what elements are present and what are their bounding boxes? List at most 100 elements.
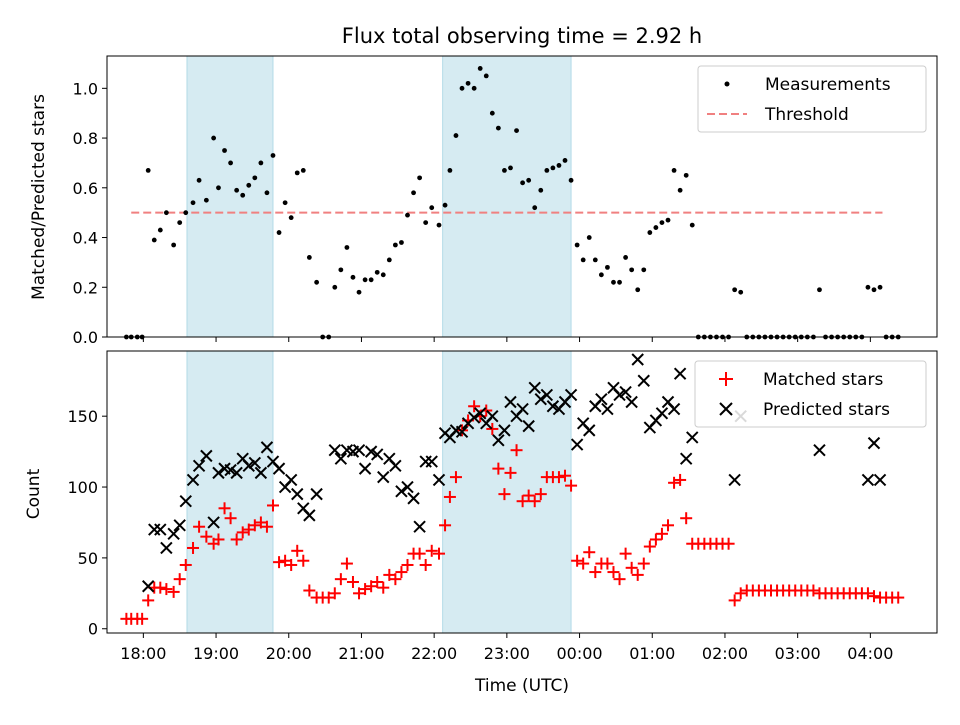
predicted-star-point xyxy=(498,424,511,437)
measurement-point xyxy=(442,202,448,208)
measurement-point xyxy=(264,190,270,196)
matched-star-point xyxy=(167,585,180,598)
measurement-point xyxy=(203,197,209,203)
measurement-point xyxy=(405,212,410,218)
matched-star-point xyxy=(254,516,267,529)
matched-star-point xyxy=(154,581,167,594)
matched-star-point xyxy=(607,566,620,579)
matched-star-point xyxy=(260,520,273,533)
predicted-star-point xyxy=(601,402,614,416)
bottom-y-ticks: 0 50 100 150 xyxy=(67,407,107,639)
measurement-point xyxy=(258,160,264,166)
predicted-star-point xyxy=(291,487,304,501)
measurement-point xyxy=(392,242,398,248)
measurement-point xyxy=(177,220,183,226)
matched-star-point xyxy=(136,612,149,625)
matched-star-point xyxy=(179,558,192,571)
matched-star-point xyxy=(236,526,249,539)
measurement-point xyxy=(495,125,501,131)
matched-star-point xyxy=(212,533,225,546)
matched-star-point xyxy=(187,541,200,554)
matched-star-point xyxy=(528,495,541,508)
measurement-point xyxy=(368,277,374,283)
measurement-point xyxy=(240,192,246,198)
predicted-star-point xyxy=(303,509,316,522)
measurement-point xyxy=(356,289,362,295)
shaded-interval xyxy=(442,55,572,338)
matched-star-point xyxy=(334,573,347,586)
matched-star-point xyxy=(577,557,590,570)
predicted-star-point xyxy=(207,516,220,529)
matched-star-point xyxy=(468,400,481,413)
matched-star-point xyxy=(583,546,596,559)
matched-star-point xyxy=(389,573,402,586)
measurement-point xyxy=(641,267,647,273)
predicted-star-point xyxy=(160,541,173,555)
top-shaded-intervals xyxy=(186,55,572,338)
measurement-point xyxy=(562,158,568,163)
x-tick-label: 22:00 xyxy=(411,644,457,663)
predicted-star-point xyxy=(224,463,237,477)
measurement-point xyxy=(538,187,544,193)
measurement-point xyxy=(659,220,665,226)
bottom-panel: Count Time (UTC) 0 50 100 150 18:00 19:00 20:… xyxy=(24,350,938,696)
matched-star-point xyxy=(734,587,747,600)
measurement-point xyxy=(234,187,240,193)
measurement-point xyxy=(196,177,202,183)
y-tick-label: 0.8 xyxy=(73,129,98,148)
measurement-point xyxy=(447,167,453,173)
matched-star-point xyxy=(516,495,529,508)
x-tick-label: 21:00 xyxy=(338,644,384,663)
measurement-point xyxy=(544,167,550,173)
measurement-point xyxy=(386,257,392,263)
predicted-star-point xyxy=(389,459,402,472)
x-tick-label: 02:00 xyxy=(702,644,748,663)
matched-star-point xyxy=(510,444,523,457)
top-y-axis-label: Matched/Predicted stars xyxy=(29,94,49,300)
measurement-point xyxy=(453,133,459,138)
matched-star-point xyxy=(395,566,408,579)
legend-threshold-label: Threshold xyxy=(764,105,849,125)
predicted-star-point xyxy=(728,473,741,487)
matched-star-point xyxy=(346,575,359,588)
shaded-interval xyxy=(186,350,274,634)
predicted-star-point xyxy=(395,485,408,498)
matched-star-point xyxy=(160,583,173,596)
matched-stars-points xyxy=(120,400,905,625)
predicted-star-point xyxy=(473,407,487,420)
measurement-point xyxy=(171,242,177,248)
predicted-star-point xyxy=(625,395,638,409)
top-legend-box xyxy=(697,65,927,133)
y-tick-label: 50 xyxy=(78,549,98,568)
predicted-star-point xyxy=(613,388,626,402)
measurement-point xyxy=(314,279,320,285)
predicted-star-point xyxy=(407,492,420,505)
measurement-point xyxy=(246,182,252,188)
matched-star-point xyxy=(267,499,279,512)
measurement-point xyxy=(677,187,683,193)
predicted-star-point xyxy=(358,462,372,475)
measurement-point xyxy=(306,255,312,260)
matched-star-point xyxy=(662,519,675,532)
matched-star-point xyxy=(680,512,693,525)
matched-star-point xyxy=(601,557,614,570)
predicted-star-point xyxy=(540,388,554,402)
measurement-point xyxy=(276,230,282,235)
measurement-point xyxy=(288,215,294,221)
measurement-point xyxy=(471,85,477,91)
measurement-point xyxy=(580,257,586,263)
measurement-point xyxy=(598,272,604,278)
legend-matched-label: Matched stars xyxy=(763,370,883,390)
measurement-point xyxy=(145,167,151,173)
matched-star-point xyxy=(613,573,626,586)
predicted-star-point xyxy=(492,434,505,447)
matched-star-point xyxy=(371,575,384,588)
predicted-star-point xyxy=(212,466,225,480)
matched-star-point xyxy=(365,580,378,593)
matched-star-point xyxy=(589,566,602,579)
matched-star-point xyxy=(383,568,396,581)
predicted-star-point xyxy=(595,392,608,406)
matched-star-point xyxy=(285,558,298,571)
matched-star-point xyxy=(218,502,231,515)
bottom-x-ticks: 18:00 19:00 20:00 21:00 22:00 23:00 00:00 01:00… xyxy=(120,633,893,663)
